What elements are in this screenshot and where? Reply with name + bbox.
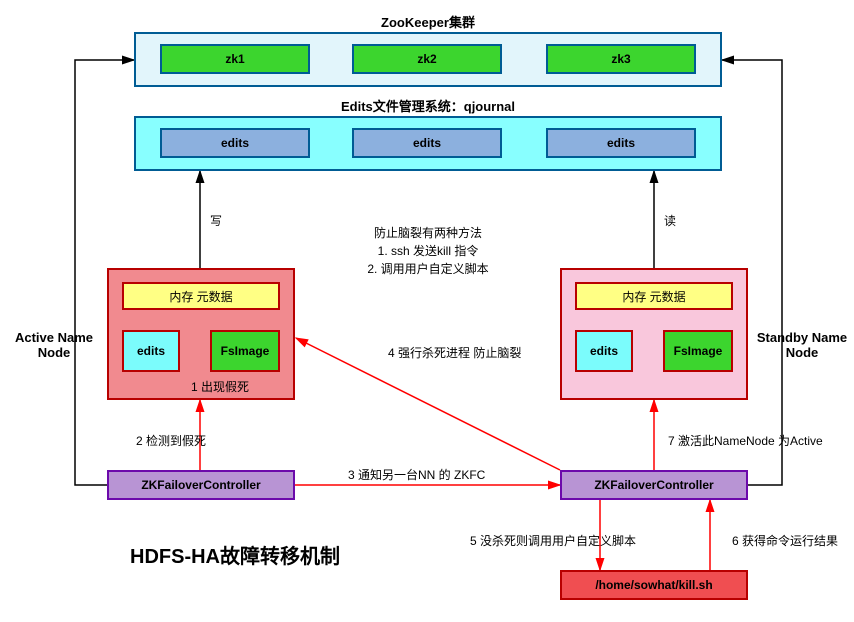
active-nn-fsimage: FsImage bbox=[210, 330, 280, 372]
arrow-label: 读 bbox=[664, 212, 676, 229]
kill-script-box: /home/sowhat/kill.sh bbox=[560, 570, 748, 600]
center-note-line2: 1. ssh 发送kill 指令 bbox=[328, 242, 528, 260]
standby-nn-edits: edits bbox=[575, 330, 633, 372]
zkfc-left: ZKFailoverController bbox=[107, 470, 295, 500]
arrow-label: 4 强行杀死进程 防止脑裂 bbox=[388, 344, 521, 361]
zkfc-right-label: ZKFailoverController bbox=[594, 478, 713, 492]
zk-node-1: zk1 bbox=[160, 44, 310, 74]
edits-node-2: edits bbox=[352, 128, 502, 158]
arrow-label: 2 检测到假死 bbox=[136, 432, 206, 449]
arrow-label: 3 通知另一台NN 的 ZKFC bbox=[348, 466, 485, 483]
active-nn-mem: 内存 元数据 bbox=[122, 282, 280, 310]
edits-node-3: edits bbox=[546, 128, 696, 158]
edits-node-1-label: edits bbox=[221, 136, 249, 150]
arrow-label: 写 bbox=[210, 212, 222, 229]
zk-node-3: zk3 bbox=[546, 44, 696, 74]
standby-nn-fsimage-label: FsImage bbox=[674, 344, 723, 358]
active-nn-side-label: Active Name Node bbox=[4, 330, 104, 360]
zk-node-1-label: zk1 bbox=[225, 52, 244, 66]
active-nn-mem-label: 内存 元数据 bbox=[169, 288, 232, 305]
center-note: 防止脑裂有两种方法 1. ssh 发送kill 指令 2. 调用用户自定义脚本 bbox=[328, 224, 528, 278]
zookeeper-group-label: ZooKeeper集群 bbox=[134, 12, 722, 31]
zk-node-3-label: zk3 bbox=[611, 52, 630, 66]
standby-nn-mem-label: 内存 元数据 bbox=[622, 288, 685, 305]
arrow-label: 5 没杀死则调用用户自定义脚本 bbox=[470, 532, 636, 549]
center-note-line1: 防止脑裂有两种方法 bbox=[328, 224, 528, 242]
standby-nn-side-label: Standby Name Node bbox=[752, 330, 852, 360]
active-nn-caption: 1 出现假死 bbox=[150, 378, 290, 395]
active-nn-edits-label: edits bbox=[137, 344, 165, 358]
kill-script-label: /home/sowhat/kill.sh bbox=[595, 578, 712, 592]
qjournal-group-label: Edits文件管理系统：qjournal bbox=[134, 96, 722, 115]
arrow-label: 6 获得命令运行结果 bbox=[732, 532, 838, 549]
standby-nn-edits-label: edits bbox=[590, 344, 618, 358]
standby-nn-fsimage: FsImage bbox=[663, 330, 733, 372]
edits-node-1: edits bbox=[160, 128, 310, 158]
standby-nn-mem: 内存 元数据 bbox=[575, 282, 733, 310]
zkfc-left-label: ZKFailoverController bbox=[141, 478, 260, 492]
active-nn-fsimage-label: FsImage bbox=[221, 344, 270, 358]
zk-node-2-label: zk2 bbox=[417, 52, 436, 66]
edits-node-2-label: edits bbox=[413, 136, 441, 150]
center-note-line3: 2. 调用用户自定义脚本 bbox=[328, 260, 528, 278]
active-nn-edits: edits bbox=[122, 330, 180, 372]
edits-node-3-label: edits bbox=[607, 136, 635, 150]
zkfc-right: ZKFailoverController bbox=[560, 470, 748, 500]
zk-node-2: zk2 bbox=[352, 44, 502, 74]
arrow-label: 7 激活此NameNode 为Active bbox=[668, 432, 823, 449]
diagram-title: HDFS-HA故障转移机制 bbox=[130, 540, 340, 569]
